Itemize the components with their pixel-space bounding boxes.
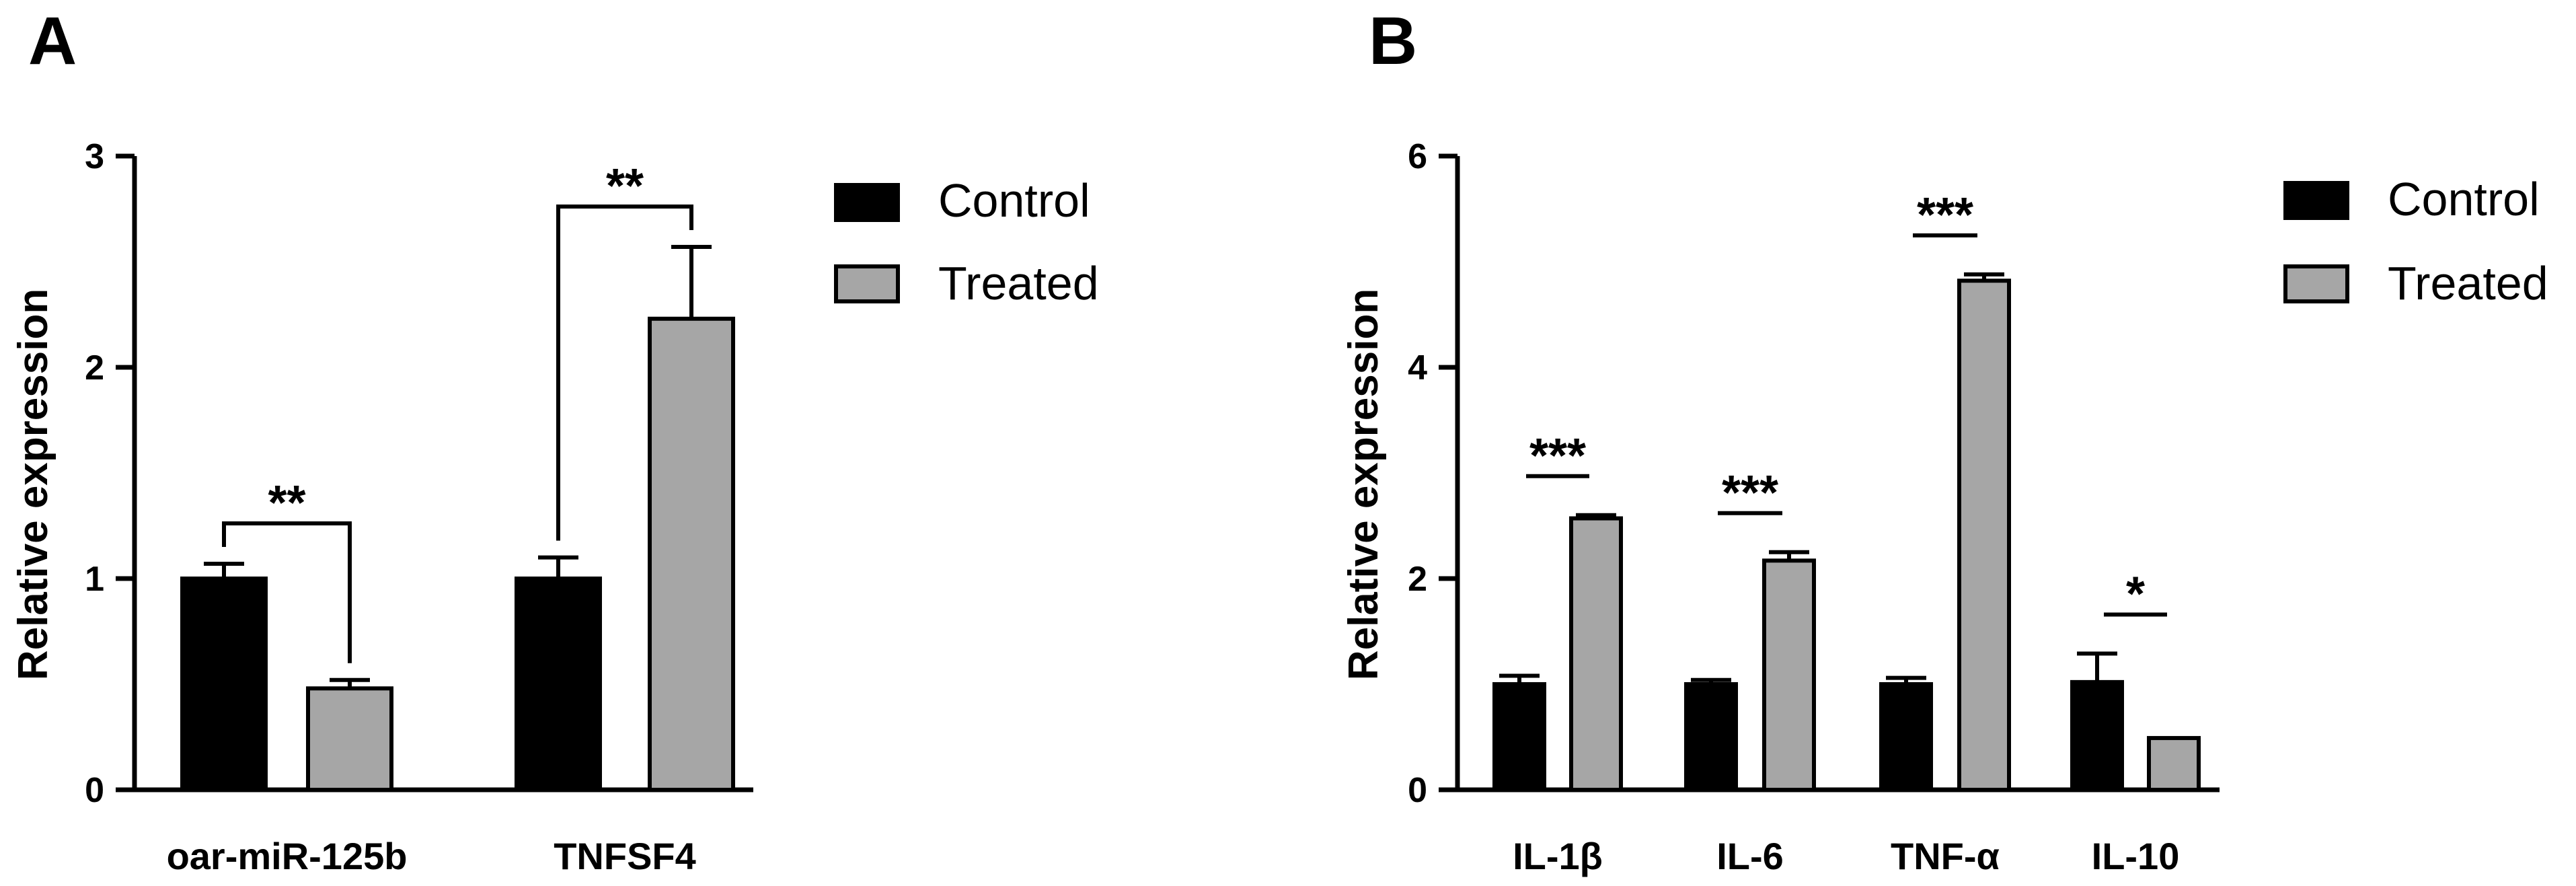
panel-b-significance-label: * — [2126, 567, 2145, 621]
panel-b-y-tick-label: 6 — [1408, 137, 1427, 176]
panel-b-y-tick-label: 2 — [1408, 560, 1427, 599]
panel-b-y-tick-label: 0 — [1408, 771, 1427, 810]
panel-a-category-label: oar-miR-125b — [167, 835, 408, 877]
panel-a: A Relative expression 0 1 2 3 oar-miR-125b **… — [10, 3, 1099, 877]
legend-label-control: Control — [2388, 173, 2540, 225]
legend-swatch-control — [2283, 181, 2349, 220]
panel-b-bar-treated — [1957, 279, 2011, 792]
legend-label-control: Control — [938, 174, 1090, 227]
panel-a-significance-bracket — [222, 521, 352, 663]
panel-a-bar-treated — [306, 686, 393, 792]
panel-a-bar-treated — [648, 316, 735, 792]
panel-a-y-tick-label: 1 — [85, 560, 104, 599]
panel-a-significance-label: ** — [268, 476, 305, 530]
panel-a-y-tick-label: 3 — [85, 137, 104, 176]
legend-label-treated: Treated — [938, 257, 1099, 309]
panel-b-category-label: IL-6 — [1716, 835, 1784, 877]
panel-a-y-axis-label: Relative expression — [10, 289, 56, 680]
panel-a-y-tick-label: 2 — [85, 348, 104, 387]
panel-a-bar-control — [180, 577, 268, 792]
panel-a-bar-control — [515, 577, 602, 792]
panel-b-category-label: IL-1β — [1513, 835, 1603, 877]
panel-b-bar-control — [1879, 682, 1933, 792]
panel-b-significance-label: *** — [1917, 188, 1973, 242]
panel-b-bar-treated — [2147, 736, 2201, 792]
panel-b-y-tick-label: 4 — [1408, 348, 1427, 387]
panel-b: B Relative expression 0246IL-1β***IL-6**… — [1340, 3, 2548, 877]
panel-b-bar-treated — [1569, 516, 1623, 792]
legend-swatch-control — [834, 183, 900, 222]
panel-b-bar-control — [1492, 682, 1546, 792]
panel-b-legend: Control Treated — [2283, 173, 2548, 309]
panel-a-letter: A — [28, 3, 77, 79]
panel-b-significance-label: *** — [1529, 429, 1586, 483]
panel-a-y-tick-label: 0 — [85, 771, 104, 810]
panel-b-letter: B — [1369, 3, 1417, 79]
panel-a-category-label: TNFSF4 — [554, 835, 696, 877]
panel-b-category-label: IL-10 — [2092, 835, 2180, 877]
legend-swatch-treated — [2283, 264, 2349, 303]
legend-swatch-treated — [834, 264, 900, 303]
panel-a-legend: Control Treated — [834, 174, 1099, 309]
panel-b-bar-treated — [1762, 558, 1816, 792]
panel-b-bar-control — [2070, 679, 2124, 792]
panel-b-bar-control — [1684, 682, 1738, 792]
panel-a-significance-bracket — [556, 205, 693, 541]
panel-b-category-label: TNF-α — [1891, 835, 2000, 877]
panel-b-y-axis-label: Relative expression — [1340, 289, 1387, 680]
legend-label-treated: Treated — [2388, 257, 2548, 309]
panel-b-significance-label: *** — [1722, 466, 1778, 520]
panel-a-significance-label: ** — [606, 159, 644, 213]
